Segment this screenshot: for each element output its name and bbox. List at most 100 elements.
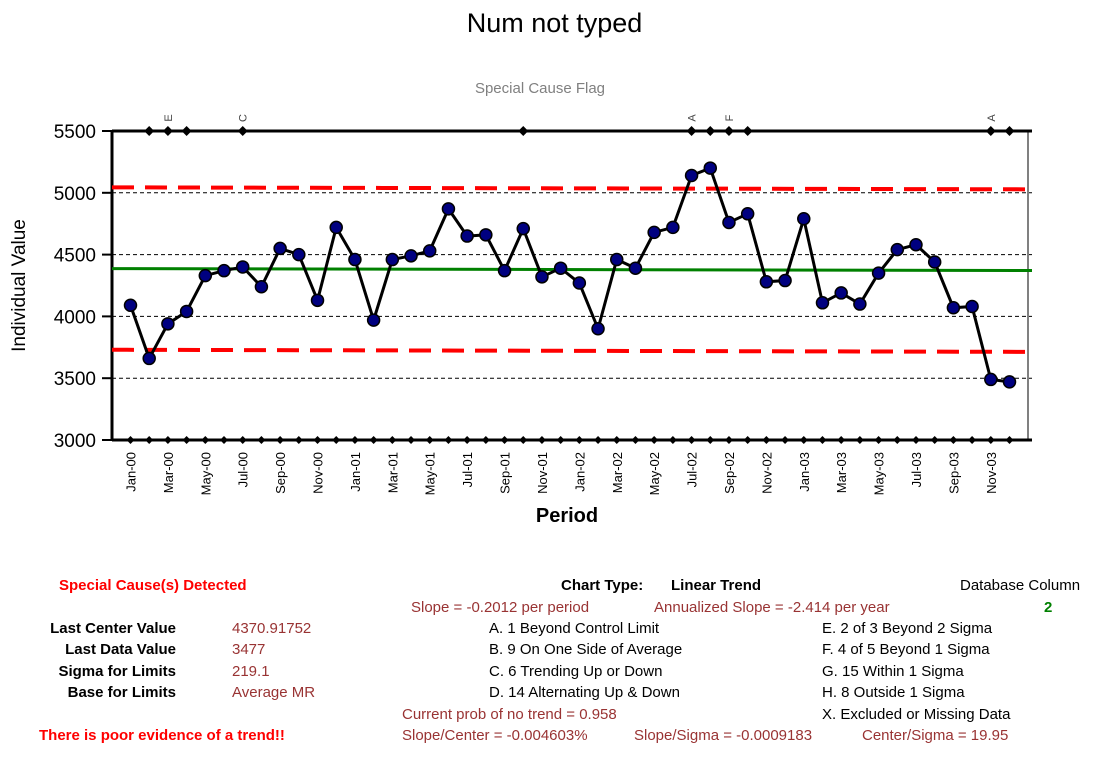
x-tick-marker [687, 436, 696, 444]
rule-d: D. 14 Alternating Up & Down [489, 684, 680, 701]
data-point [1002, 375, 1017, 389]
data-point [535, 270, 549, 284]
flag-marker [181, 126, 192, 136]
data-point [329, 220, 343, 235]
database-column-value: 2 [1044, 599, 1053, 616]
data-point [684, 168, 699, 183]
data-point [797, 212, 811, 226]
special-cause-flag-letter: A [986, 114, 998, 122]
x-tick-label: Nov-01 [535, 452, 550, 494]
y-tick-label: 4000 [54, 307, 96, 328]
x-tick-marker [874, 436, 883, 444]
special-cause-detected-text: Special Cause(s) Detected [59, 577, 247, 594]
x-tick-marker [481, 436, 490, 444]
x-tick-label: Jan-00 [124, 452, 139, 492]
x-tick-marker [650, 436, 659, 444]
flag-marker [162, 126, 173, 136]
x-tick-marker [500, 436, 509, 444]
x-tick-label: Jul-02 [685, 452, 700, 487]
rule-c: C. 6 Trending Up or Down [489, 663, 663, 680]
data-point [460, 229, 474, 243]
sigma-for-limits-value: 219.1 [232, 663, 270, 680]
chart-type-label: Chart Type: [561, 577, 644, 594]
x-tick-marker [706, 436, 715, 444]
x-axis-label: Period [536, 505, 598, 527]
data-point [161, 317, 175, 331]
data-point [927, 255, 942, 269]
data-point [422, 244, 437, 258]
x-tick-label: Jan-01 [348, 452, 363, 492]
x-tick-marker [930, 436, 939, 444]
rule-a: A. 1 Beyond Control Limit [489, 620, 660, 637]
x-tick-marker [743, 436, 752, 444]
data-point [198, 268, 213, 283]
data-point [853, 297, 867, 311]
data-point [871, 266, 886, 280]
data-point [516, 221, 530, 236]
y-tick-label: 3000 [54, 431, 96, 452]
flag-marker [723, 126, 734, 136]
flag-marker [742, 126, 753, 136]
center-line [111, 267, 1033, 273]
x-tick-marker [818, 436, 827, 444]
data-point [142, 351, 156, 366]
slope-center-text: Slope/Center = -0.004603% [402, 727, 588, 744]
data-point [310, 293, 325, 308]
x-tick-marker [294, 436, 303, 444]
special-cause-flag-letter: A [687, 114, 699, 122]
rule-b: B. 9 On One Side of Average [489, 641, 683, 658]
data-point [235, 260, 250, 274]
x-tick-marker [163, 436, 172, 444]
x-tick-label: Mar-01 [385, 452, 400, 493]
data-point [628, 261, 643, 275]
flag-marker [1004, 126, 1015, 136]
x-tick-marker [893, 436, 902, 444]
data-point [834, 286, 848, 300]
x-tick-marker [724, 436, 733, 444]
flag-marker [686, 126, 697, 136]
x-tick-marker [145, 436, 154, 444]
x-tick-marker [799, 436, 808, 444]
x-tick-label: Mar-02 [610, 452, 625, 493]
x-tick-marker [238, 436, 247, 444]
flag-marker [705, 126, 716, 136]
x-tick-label: Jan-02 [572, 452, 587, 492]
data-point [591, 322, 605, 336]
rule-h: H. 8 Outside 1 Sigma [822, 684, 965, 701]
upper-control-limit [111, 185, 1033, 192]
x-tick-marker [519, 436, 528, 444]
x-tick-marker [612, 436, 621, 444]
data-point [984, 372, 998, 387]
x-tick-marker [537, 436, 546, 444]
x-tick-marker [968, 436, 977, 444]
data-point [610, 252, 624, 267]
x-tick-label: May-00 [198, 452, 213, 495]
data-point [441, 202, 456, 216]
data-point [946, 300, 961, 315]
x-tick-label: Jul-03 [909, 452, 924, 487]
data-point [647, 225, 661, 240]
data-point [965, 299, 979, 314]
x-tick-marker [444, 436, 453, 444]
base-for-limits-value: Average MR [232, 684, 316, 701]
last-data-value: 3477 [232, 641, 266, 658]
data-point [553, 261, 568, 275]
rule-f: F. 4 of 5 Beyond 1 Sigma [822, 641, 990, 658]
x-tick-marker [762, 436, 771, 444]
x-tick-label: Sep-00 [273, 452, 288, 494]
data-point [479, 228, 493, 242]
special-cause-flag-letter: E [163, 114, 175, 121]
x-tick-marker [182, 436, 191, 444]
flag-marker [518, 126, 529, 136]
annualized-slope-text: Annualized Slope = -2.414 per year [654, 599, 890, 616]
database-column-label: Database Column [960, 577, 1081, 594]
last-center-value-label: Last Center Value [50, 620, 176, 637]
x-tick-marker [350, 436, 359, 444]
data-point [740, 207, 755, 221]
x-tick-marker [313, 436, 322, 444]
x-tick-marker [949, 436, 958, 444]
center-sigma-text: Center/Sigma = 19.95 [862, 727, 1009, 744]
x-tick-marker [556, 436, 565, 444]
x-tick-marker [407, 436, 416, 444]
data-point [666, 220, 680, 235]
